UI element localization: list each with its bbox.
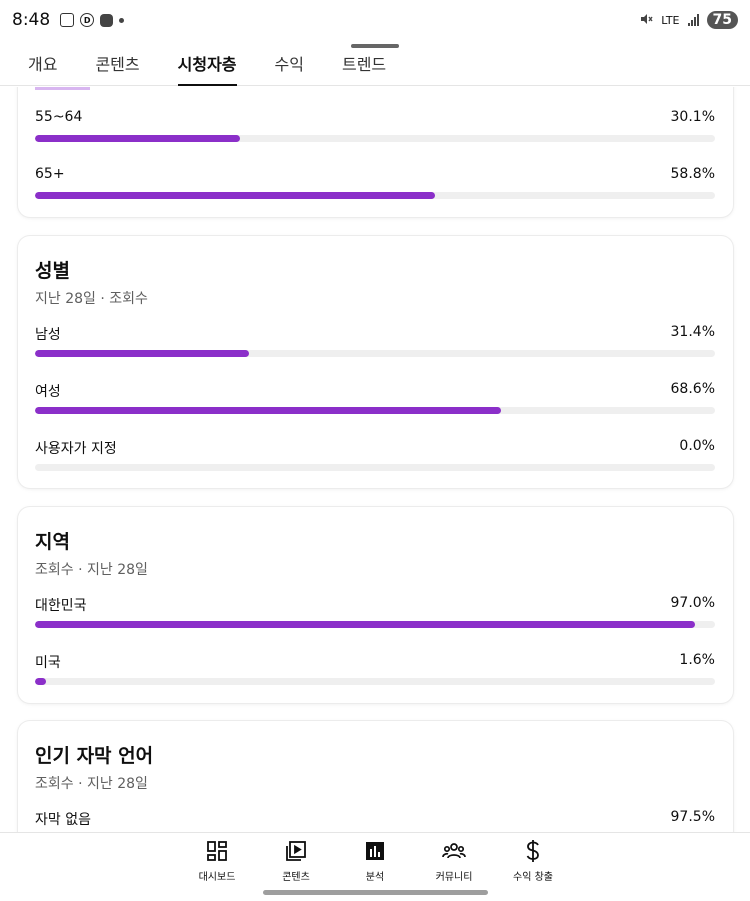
home-indicator[interactable] xyxy=(263,890,488,895)
more-notifications-icon xyxy=(119,17,125,23)
gender-row-bar xyxy=(35,464,715,471)
tab-revenue[interactable]: 수익 xyxy=(274,55,304,74)
gender-row-bar xyxy=(35,350,715,357)
gender-row-value: 0.0% xyxy=(679,438,715,454)
screenshot-icon xyxy=(60,13,75,27)
tab-audience[interactable]: 시청자층 xyxy=(177,40,237,86)
age-row-bar-fill xyxy=(35,192,435,199)
previous-bar-fragment xyxy=(35,87,90,90)
status-right: LTE 75 xyxy=(639,11,738,29)
region-card-subtitle: 조회수 · 지난 28일 xyxy=(35,562,148,578)
region-card-title: 지역 xyxy=(35,531,70,553)
nav-label: 대시보드 xyxy=(198,872,236,883)
gender-row-label: 남성 xyxy=(35,327,61,343)
community-icon xyxy=(442,839,466,863)
region-row-bar-fill xyxy=(35,621,695,628)
nav-label: 콘텐츠 xyxy=(282,872,310,883)
dashboard-icon xyxy=(205,839,229,863)
region-row-bar xyxy=(35,678,715,685)
nav-dashboard[interactable]: 대시보드 xyxy=(177,839,257,883)
region-row-bar xyxy=(35,621,715,628)
age-row-value: 58.8% xyxy=(670,166,715,182)
bottom-nav: 대시보드 콘텐츠 분석 커뮤니티 수익 창출 xyxy=(0,832,750,901)
content-scroll-area[interactable]: 55~64 30.1% 65+ 58.8% 성별 지난 28일 · 조회수 남성… xyxy=(0,87,750,832)
notification-icons: D xyxy=(60,13,125,27)
gender-row-bar-fill xyxy=(35,407,502,414)
nav-community[interactable]: 커뮤니티 xyxy=(414,839,494,883)
gender-card: 성별 지난 28일 · 조회수 남성 31.4% 여성 68.6% 사용자가 지… xyxy=(18,236,733,488)
tab-trends[interactable]: 트렌드 xyxy=(341,55,387,74)
gender-row-label: 여성 xyxy=(35,384,61,400)
gender-card-subtitle: 지난 28일 · 조회수 xyxy=(35,291,148,307)
subtitle-row-label: 자막 없음 xyxy=(35,812,91,828)
nav-label: 분석 xyxy=(365,872,385,883)
tab-overview[interactable]: 개요 xyxy=(28,55,58,74)
gender-row-value: 31.4% xyxy=(670,324,715,340)
age-row-label: 55~64 xyxy=(35,109,83,125)
status-bar: 8:48 D LTE 75 xyxy=(0,0,750,40)
region-row-label: 미국 xyxy=(35,655,61,671)
age-row-bar xyxy=(35,192,715,199)
earn-icon xyxy=(521,839,545,863)
content-icon xyxy=(284,839,308,863)
region-row-value: 97.0% xyxy=(670,595,715,611)
signal-icon xyxy=(687,14,699,26)
age-row-label: 65+ xyxy=(35,166,65,182)
app-notification-icon xyxy=(100,13,114,27)
gender-row-label: 사용자가 지정 xyxy=(35,441,117,457)
subtitle-card-title: 인기 자막 언어 xyxy=(35,745,154,767)
subtitle-card-subtitle: 조회수 · 지난 28일 xyxy=(35,776,148,792)
gender-row-bar xyxy=(35,407,715,414)
subtitle-row-value: 97.5% xyxy=(670,809,715,825)
tab-content[interactable]: 콘텐츠 xyxy=(95,55,140,74)
nav-earn[interactable]: 수익 창출 xyxy=(493,839,573,883)
region-card: 지역 조회수 · 지난 28일 대한민국 97.0% 미국 1.6% xyxy=(18,507,733,703)
nav-analytics[interactable]: 분석 xyxy=(335,839,415,883)
mute-icon xyxy=(639,12,653,29)
nav-content[interactable]: 콘텐츠 xyxy=(256,839,336,883)
network-type: LTE xyxy=(661,13,680,27)
gender-row-value: 68.6% xyxy=(670,381,715,397)
region-row-bar-fill xyxy=(35,678,46,685)
nav-label: 커뮤니티 xyxy=(435,872,473,883)
age-card: 55~64 30.1% 65+ 58.8% xyxy=(18,87,733,217)
drag-handle[interactable] xyxy=(351,44,399,48)
battery-indicator: 75 xyxy=(706,11,738,29)
gender-card-title: 성별 xyxy=(35,260,70,282)
age-row-bar xyxy=(35,135,715,142)
region-row-label: 대한민국 xyxy=(35,598,87,614)
analytics-icon xyxy=(363,839,387,863)
status-time: 8:48 xyxy=(12,10,51,30)
nav-label: 수익 창출 xyxy=(513,872,553,883)
age-row-bar-fill xyxy=(35,135,240,142)
age-row-value: 30.1% xyxy=(670,109,715,125)
subtitle-language-card: 인기 자막 언어 조회수 · 지난 28일 자막 없음 97.5% xyxy=(18,721,733,832)
region-row-value: 1.6% xyxy=(679,652,715,668)
d-app-icon: D xyxy=(80,13,95,27)
gender-row-bar-fill xyxy=(35,350,249,357)
